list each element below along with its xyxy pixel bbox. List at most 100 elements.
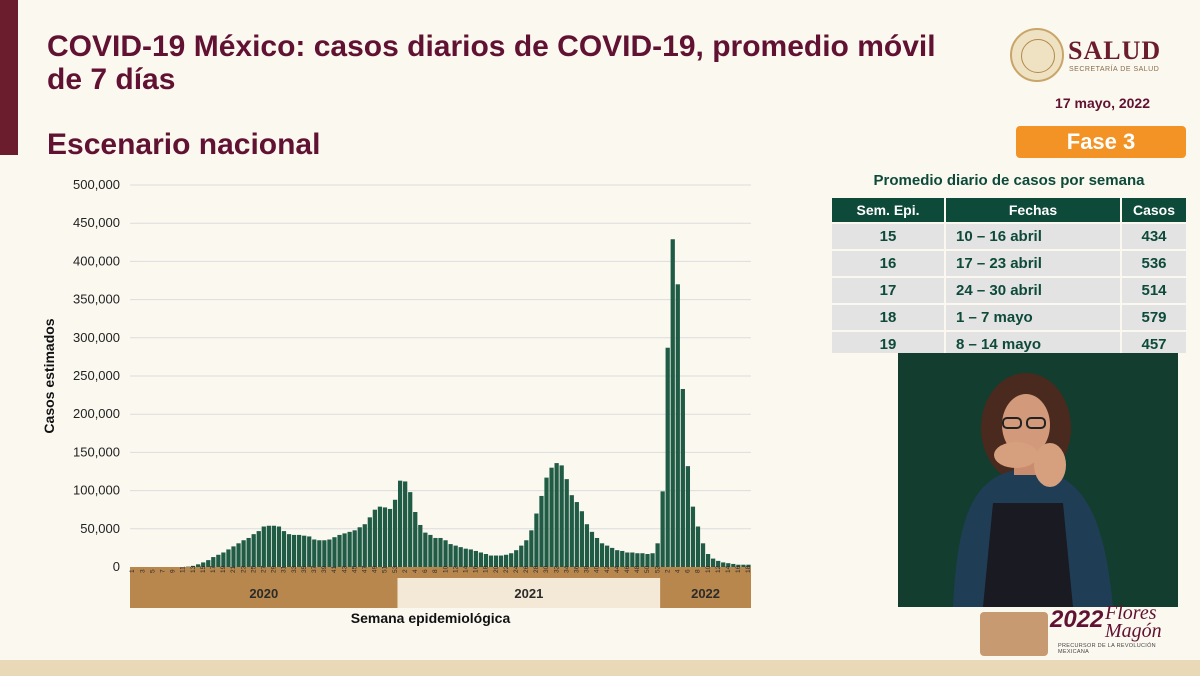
- bar: [382, 507, 388, 567]
- bar: [504, 554, 509, 567]
- bar: [231, 546, 236, 567]
- bar: [286, 534, 292, 567]
- y-tick-label: 500,000: [73, 177, 120, 192]
- bar: [660, 491, 665, 567]
- x-tick-label: 1: [129, 569, 136, 573]
- dates-cell: 24 – 30 abril: [946, 278, 1122, 303]
- footer-year: 2022: [1050, 606, 1104, 633]
- dates-cell: 1 – 7 mayo: [946, 305, 1122, 330]
- bar: [256, 531, 261, 567]
- bar: [478, 552, 484, 567]
- x-tick-label: 38: [584, 565, 591, 573]
- bar: [705, 554, 711, 567]
- bar: [711, 558, 716, 567]
- year-band: [130, 578, 398, 608]
- y-tick-label: 450,000: [73, 215, 120, 230]
- x-tick-label: 24: [513, 565, 520, 573]
- bar: [746, 564, 751, 567]
- x-tick-label: 4: [675, 569, 682, 573]
- x-tick-label: 14: [725, 565, 732, 573]
- table-row: 17 24 – 30 abril 514: [832, 278, 1186, 303]
- bar: [665, 347, 670, 567]
- portrait-icon: [980, 612, 1048, 656]
- bar: [448, 544, 453, 567]
- column-header: Casos: [1122, 198, 1186, 222]
- bar: [342, 533, 347, 567]
- bar: [271, 525, 277, 567]
- x-tick-label: 8: [432, 569, 439, 573]
- y-tick-label: 100,000: [73, 483, 120, 498]
- x-tick-label: 18: [745, 565, 752, 573]
- footer-name-line1: Flores: [1105, 602, 1157, 624]
- cases-bar-chart: 0 50,000 100,000 150,000 200,000 250,000 300,0…: [41, 177, 752, 626]
- x-tick-label: 7: [160, 569, 167, 573]
- bar: [473, 550, 478, 567]
- x-tick-label: 28: [533, 565, 540, 573]
- bar: [201, 562, 206, 567]
- bar: [322, 540, 327, 567]
- bar: [564, 479, 569, 567]
- bar: [620, 550, 625, 567]
- x-tick-label: 6: [685, 569, 692, 573]
- bar: [741, 564, 746, 567]
- year-band: [397, 578, 661, 608]
- bar: [297, 534, 302, 567]
- column-header: Sem. Epi.: [832, 198, 946, 222]
- bar: [716, 560, 721, 567]
- x-tick-label: 43: [341, 565, 348, 573]
- bar: [337, 534, 342, 567]
- x-tick-label: 10: [705, 565, 712, 573]
- bar: [594, 537, 600, 567]
- x-axis-title: Semana epidemiológica: [351, 610, 511, 626]
- salud-logo: SALUD SECRETARÍA DE SALUD: [1010, 28, 1190, 84]
- bar: [397, 480, 403, 567]
- bar: [261, 526, 266, 567]
- week-cell: 16: [832, 251, 946, 276]
- y-tick-label: 50,000: [80, 521, 120, 536]
- bar: [327, 539, 332, 567]
- bar: [236, 543, 241, 567]
- bar: [428, 534, 433, 567]
- table-row: 18 1 – 7 mayo 579: [832, 305, 1186, 330]
- x-tick-label: 48: [634, 565, 641, 573]
- week-cell: 17: [832, 278, 946, 303]
- bar: [625, 552, 630, 567]
- x-tick-label: 45: [351, 565, 358, 573]
- bar: [589, 531, 595, 567]
- bar: [433, 537, 438, 567]
- x-tick-label: 26: [523, 565, 530, 573]
- bar: [519, 545, 524, 567]
- x-tick-label: 23: [240, 565, 247, 573]
- x-tick-label: 51: [382, 565, 389, 573]
- x-tick-label: 12: [715, 565, 722, 573]
- dates-cell: 17 – 23 abril: [946, 251, 1122, 276]
- x-tick-label: 52: [654, 565, 661, 573]
- bar: [413, 511, 418, 567]
- footer-name-line2: Magón: [1105, 620, 1162, 642]
- x-tick-label: 46: [624, 565, 631, 573]
- cases-cell: 434: [1122, 224, 1186, 249]
- x-tick-label: 19: [220, 565, 227, 573]
- column-header: Fechas: [946, 198, 1122, 222]
- x-tick-label: 20: [493, 565, 500, 573]
- bar: [302, 535, 307, 567]
- y-tick-label: 300,000: [73, 330, 120, 345]
- bar: [670, 239, 675, 567]
- bar: [615, 550, 620, 567]
- bar: [529, 530, 534, 567]
- bar: [549, 467, 554, 567]
- x-tick-label: 18: [483, 565, 490, 573]
- x-tick-label: 12: [452, 565, 459, 573]
- x-tick-label: 14: [462, 565, 469, 573]
- bar: [408, 492, 413, 567]
- x-tick-label: 5: [149, 569, 156, 573]
- x-tick-label: 25: [250, 565, 257, 573]
- x-tick-label: 36: [574, 565, 581, 573]
- bar: [357, 527, 362, 567]
- bar: [221, 552, 226, 567]
- x-tick-label: 8: [695, 569, 702, 573]
- week-cell: 15: [832, 224, 946, 249]
- bar: [372, 509, 377, 567]
- x-tick-label: 32: [553, 565, 560, 573]
- bottom-strip: [0, 660, 1200, 676]
